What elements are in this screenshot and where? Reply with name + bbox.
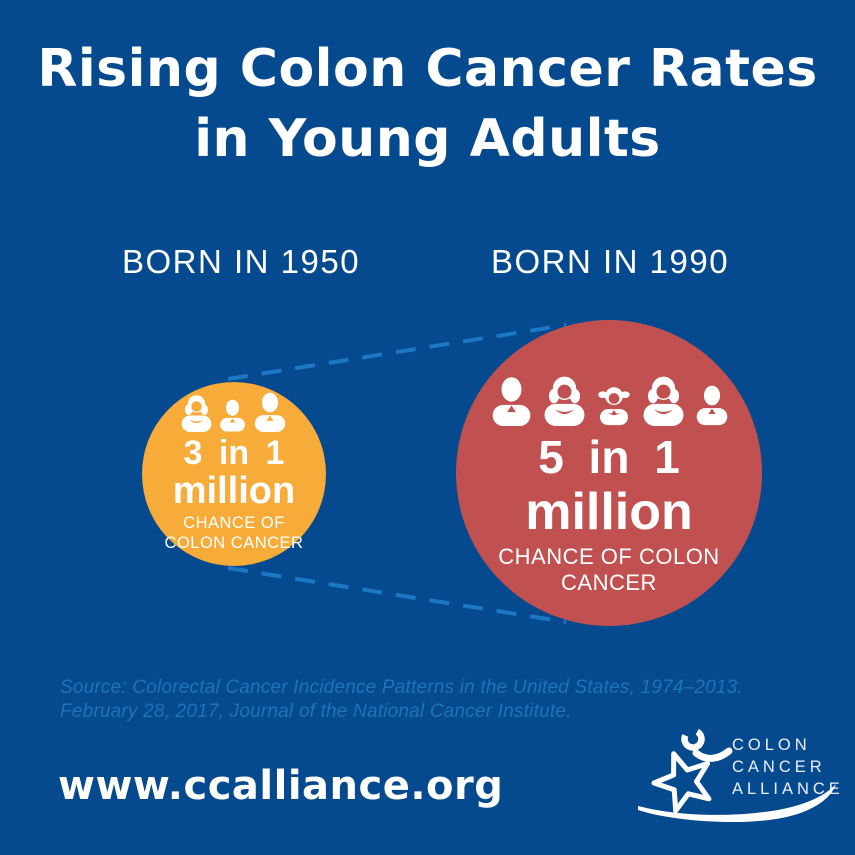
circle-born-1990: 5 in 1 million CHANCE OF COLON CANCER [456,320,762,626]
caption-line-1: CHANCE OF [183,514,285,533]
title-line-2: in Young Adults [194,109,661,169]
title-line-1: Rising Colon Cancer Rates [37,39,818,99]
caption-line-1: CHANCE OF COLON [498,543,720,569]
website-url: www.ccalliance.org [58,763,504,809]
label-born-1990: BORN IN 1990 [490,243,730,280]
source-line-1: Source: Colorectal Cancer Incidence Patt… [60,677,743,698]
caption-line-2: COLON CANCER [164,533,304,552]
person-icon-man [252,391,288,432]
stat-unit-million-1990: million [525,482,693,541]
stat-caption-1990: CHANCE OF COLON CANCER [498,544,719,596]
stat-unit-million-1950: million [172,470,296,513]
caption-line-2: CANCER [561,569,657,595]
logo-word-alliance: ALLIANCE [732,780,841,798]
page-title: Rising Colon Cancer Rates in Young Adult… [0,34,855,174]
person-icon-woman [180,394,213,432]
person-icon-woman [641,375,686,426]
colon-cancer-alliance-logo: COLON CANCER ALLIANCE [638,727,841,823]
people-icons-1950 [180,390,288,432]
star-figure-icon [651,727,733,814]
label-born-1950: BORN IN 1950 [121,243,361,280]
circle-born-1950: 3 in 1 million CHANCE OF COLON CANCER [142,382,326,566]
logo-swoosh [638,784,836,823]
person-icon-woman [542,375,587,426]
stat-3-in-1: 3 in 1 [183,434,285,472]
person-icon-man [218,398,247,432]
logo-word-cancer: CANCER [732,758,826,776]
logo-word-colon: COLON [732,736,811,754]
person-icon-man [694,383,730,426]
source-line-2: February 28, 2017, Journal of the Nation… [60,701,572,722]
person-icon-man [489,375,534,426]
stat-caption-1950: CHANCE OF COLON CANCER [165,514,304,553]
person-icon-girl [595,383,633,426]
people-icons-1990 [489,372,730,426]
stat-5-in-1: 5 in 1 [538,431,680,483]
source-citation: Source: Colorectal Cancer Incidence Patt… [60,676,743,724]
